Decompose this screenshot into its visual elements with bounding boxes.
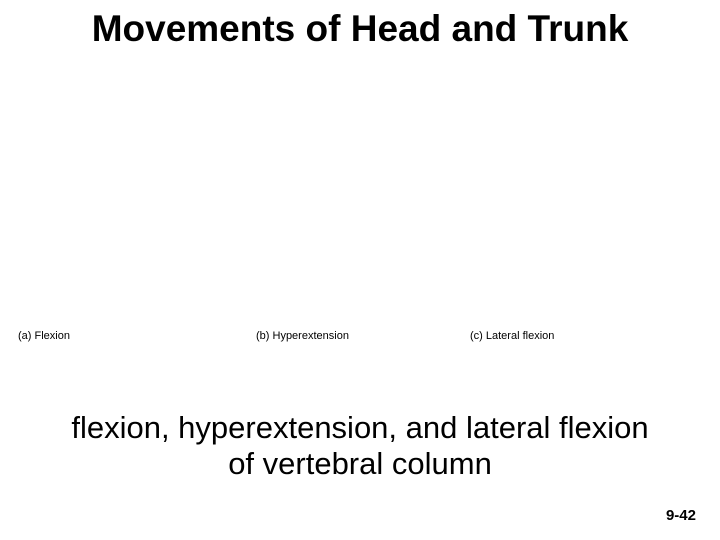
subtitle-line-1: flexion, hyperextension, and lateral fle…	[0, 410, 720, 446]
slide: Movements of Head and Trunk (a) Flexion …	[0, 0, 720, 540]
caption-b: (b) Hyperextension	[256, 330, 349, 342]
subtitle: flexion, hyperextension, and lateral fle…	[0, 410, 720, 481]
caption-c: (c) Lateral flexion	[470, 330, 554, 342]
page-number: 9-42	[666, 507, 696, 524]
subtitle-line-2: of vertebral column	[0, 446, 720, 482]
caption-a: (a) Flexion	[18, 330, 70, 342]
caption-row: (a) Flexion (b) Hyperextension (c) Later…	[0, 330, 720, 350]
slide-title: Movements of Head and Trunk	[0, 8, 720, 50]
